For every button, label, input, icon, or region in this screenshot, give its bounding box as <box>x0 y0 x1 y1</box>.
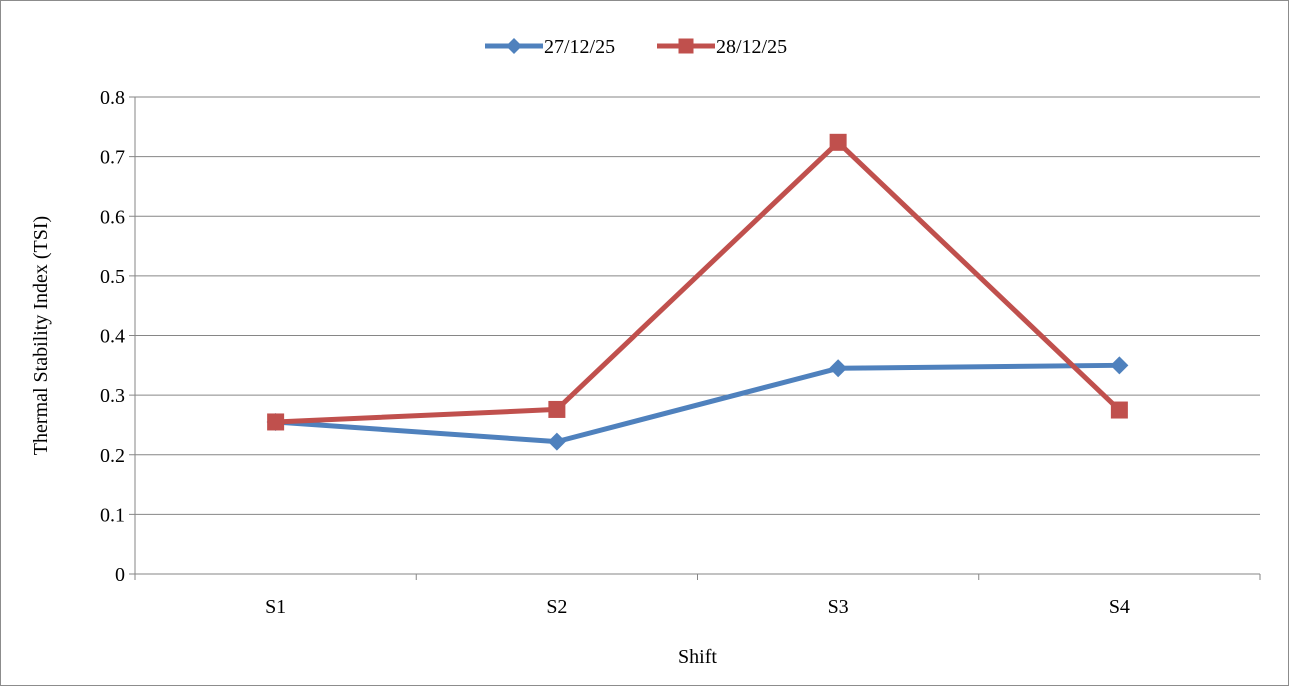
legend-label: 28/12/25 <box>716 36 787 58</box>
y-tick-label: 0.7 <box>100 147 125 169</box>
y-axis-title: Thermal Stability Index (TSI) <box>30 216 52 455</box>
data-point-diamond <box>1110 356 1129 375</box>
data-point-square <box>829 133 847 151</box>
y-tick-label: 0.5 <box>100 266 125 288</box>
legend-item: 28/12/25 <box>657 36 787 58</box>
series-line <box>275 362 1120 445</box>
series <box>266 133 1129 451</box>
series-1 <box>266 356 1129 451</box>
data-point-diamond <box>829 359 848 378</box>
y-tick-labels: 0 0.1 0.2 0.3 0.4 0.5 0.6 0.7 0.8 <box>100 87 125 586</box>
y-tick-label: 0.8 <box>100 87 125 109</box>
data-point-square <box>678 38 694 54</box>
gridlines <box>129 96 1261 580</box>
y-tick-label: 0.3 <box>100 385 125 407</box>
data-point-square <box>1110 401 1128 419</box>
y-tick-label: 0.1 <box>100 504 125 526</box>
y-tick-label: 0.4 <box>100 326 125 348</box>
x-tick-labels: S1 S2 S3 S4 <box>265 596 1130 618</box>
x-tick-label: S3 <box>828 596 849 618</box>
y-tick-label: 0.2 <box>100 445 125 467</box>
data-point-square <box>267 413 285 431</box>
axes <box>134 97 1260 575</box>
y-tick-label: 0 <box>115 564 125 586</box>
y-tick-label: 0.6 <box>100 206 125 228</box>
x-axis-title: Shift <box>678 646 717 668</box>
data-point-diamond <box>547 432 566 451</box>
x-tick-label: S4 <box>1109 596 1130 618</box>
legend: 27/12/25 28/12/25 <box>485 36 787 58</box>
x-tick-label: S2 <box>546 596 567 618</box>
data-point-square <box>548 400 566 418</box>
data-point-diamond <box>506 38 522 54</box>
series-line <box>275 139 1122 425</box>
legend-item: 27/12/25 <box>485 36 615 58</box>
series-2 <box>267 133 1128 431</box>
legend-label: 27/12/25 <box>544 36 615 58</box>
x-tick-label: S1 <box>265 596 286 618</box>
